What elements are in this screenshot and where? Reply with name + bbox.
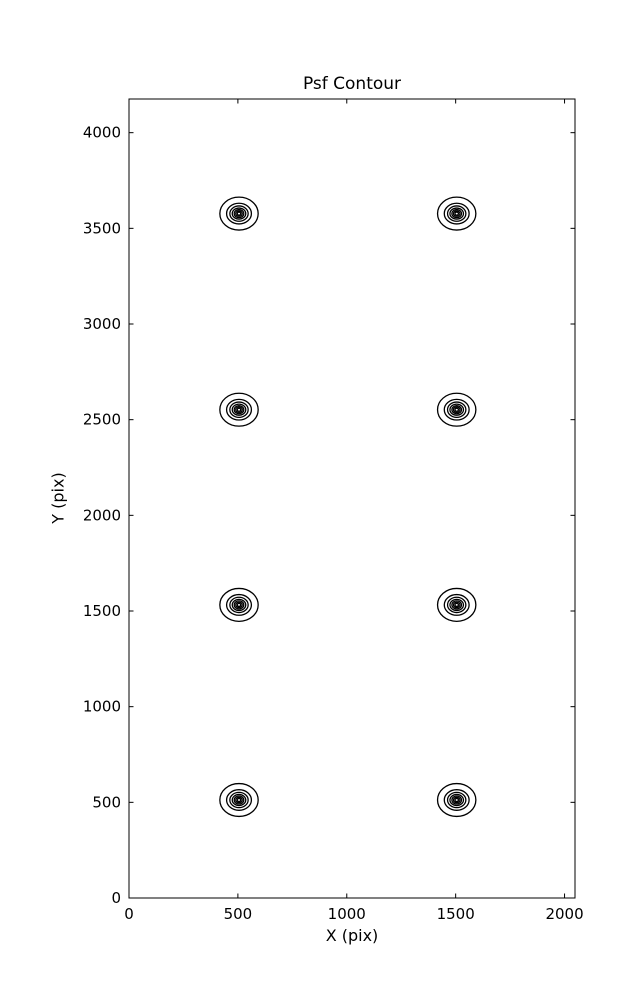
contour-ring <box>229 401 249 419</box>
psf-cluster <box>219 392 259 427</box>
contour-ring <box>219 587 259 623</box>
contour-ring <box>446 596 467 614</box>
y-axis-label: Y (pix) <box>48 472 68 524</box>
y-tick-label: 4000 <box>83 124 121 142</box>
contour-ring <box>451 600 463 610</box>
contour-ring <box>231 403 247 416</box>
x-tick-label: 500 <box>224 905 253 923</box>
contour-ring <box>436 782 477 818</box>
x-tick-label: 1000 <box>328 905 366 923</box>
contour-ring <box>443 202 470 225</box>
contour-ring <box>219 196 259 231</box>
contour-ring <box>436 392 477 427</box>
contour-ring <box>231 207 247 220</box>
contour-ring <box>236 211 242 216</box>
contour-ring <box>229 791 249 809</box>
contour-ring <box>236 797 242 803</box>
contour-ring <box>451 208 463 219</box>
contour-ring <box>454 211 460 216</box>
y-tick-label: 3500 <box>83 219 121 237</box>
y-tick-label: 2000 <box>83 506 121 524</box>
x-tick-label: 2000 <box>545 905 583 923</box>
x-tick-label: 0 <box>124 905 134 923</box>
contour-ring <box>231 598 247 612</box>
contour-ring <box>229 205 249 222</box>
axes-frame <box>128 98 576 899</box>
contour-ring <box>236 407 242 412</box>
contour-ring <box>446 401 467 419</box>
y-tick-label: 500 <box>92 793 121 811</box>
psf-cluster <box>219 196 259 231</box>
contour-ring <box>233 600 245 610</box>
contour-ring <box>452 210 461 217</box>
psf-cluster <box>219 782 259 818</box>
contour-ring <box>225 398 253 421</box>
contour-ring <box>446 791 467 809</box>
contour-ring <box>454 797 460 803</box>
x-tick-label: 1500 <box>437 905 475 923</box>
contour-ring <box>454 602 460 608</box>
contour-ring <box>233 208 245 219</box>
psf-cluster <box>436 196 477 231</box>
contour-ring <box>451 405 463 415</box>
contour-ring <box>443 593 470 616</box>
contour-ring <box>436 587 477 623</box>
contour-ring <box>443 789 470 811</box>
contour-ring <box>236 602 242 608</box>
plot-title: Psf Contour <box>302 74 402 94</box>
contour-ring <box>229 596 249 614</box>
contour-ring <box>452 796 461 804</box>
contour-ring <box>443 398 470 421</box>
contour-ring <box>231 793 247 807</box>
contour-ring <box>219 392 259 427</box>
contour-ring <box>225 202 253 225</box>
contour-ring <box>452 406 461 414</box>
x-axis-label: X (pix) <box>325 926 379 945</box>
contour-ring <box>219 782 259 818</box>
psf-cluster <box>219 587 259 623</box>
contour-ring <box>452 601 461 609</box>
contour-ring <box>225 789 253 811</box>
contour-ring <box>449 793 465 807</box>
y-tick-label: 0 <box>111 889 121 907</box>
contour-ring <box>235 210 243 217</box>
contour-ring <box>451 795 463 805</box>
contour-ring <box>449 207 465 220</box>
psf-cluster <box>436 392 477 427</box>
contour-ring <box>225 593 253 616</box>
psf-cluster <box>436 587 477 623</box>
contour-ring <box>235 796 243 804</box>
contour-ring <box>235 406 243 414</box>
y-tick-label: 1000 <box>83 698 121 716</box>
contour-ring <box>235 601 243 609</box>
contour-ring <box>233 795 245 805</box>
contour-ring <box>449 403 465 416</box>
y-tick-label: 2500 <box>83 411 121 429</box>
contour-ring <box>233 405 245 415</box>
contour-ring <box>436 196 477 231</box>
contour-ring <box>454 407 460 412</box>
contour-ring <box>449 598 465 612</box>
psf-cluster <box>436 782 477 818</box>
y-tick-label: 3000 <box>83 315 121 333</box>
contour-ring <box>446 205 467 222</box>
y-tick-label: 1500 <box>83 602 121 620</box>
